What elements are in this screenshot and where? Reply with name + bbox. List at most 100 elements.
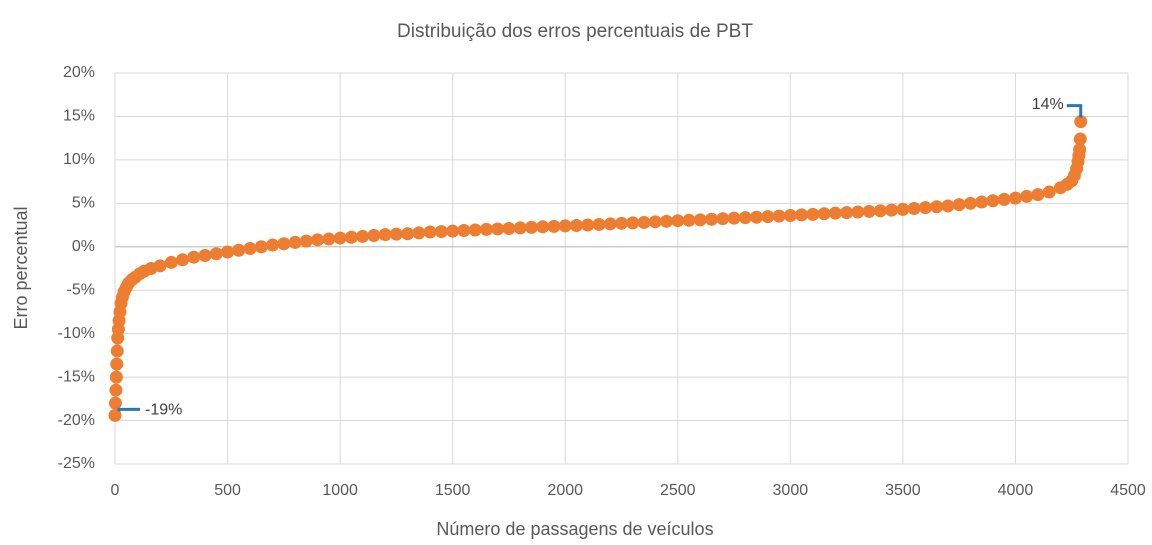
point (761, 210, 775, 224)
x-tick-label: 0 (111, 482, 120, 499)
point (1020, 189, 1034, 203)
point (873, 204, 887, 218)
point (187, 250, 201, 264)
point (738, 211, 752, 225)
leader-line (1066, 104, 1083, 118)
point (727, 211, 741, 225)
point (581, 218, 595, 232)
point (491, 222, 505, 236)
point (637, 215, 651, 229)
point (344, 230, 358, 244)
point (930, 200, 944, 214)
y-axis-label: Erro percentual (11, 206, 31, 329)
point (851, 205, 865, 219)
point (468, 223, 482, 237)
y-tick-label: -10% (58, 325, 95, 342)
point (502, 222, 516, 236)
point (705, 212, 719, 226)
y-tick-label: 5% (72, 195, 95, 212)
point (378, 228, 392, 242)
y-tick-label: 15% (63, 108, 95, 125)
data-label: -19% (145, 402, 182, 419)
point (277, 237, 291, 251)
point (1008, 191, 1022, 205)
x-axis-label: Número de passagens de veículos (436, 519, 713, 539)
point (243, 242, 257, 256)
point (817, 207, 831, 221)
chart-title: Distribuição dos erros percentuais de PB… (397, 21, 753, 42)
point (108, 408, 122, 422)
point (682, 213, 696, 227)
point (254, 240, 268, 254)
point (266, 238, 280, 252)
point (288, 235, 302, 249)
x-tick-label: 2500 (660, 482, 696, 499)
y-tick-label: -20% (58, 412, 95, 429)
point (569, 218, 583, 232)
point (153, 259, 167, 273)
point (412, 226, 426, 240)
point (840, 206, 854, 220)
point (806, 207, 820, 221)
point (907, 202, 921, 216)
point (423, 225, 437, 239)
point (524, 220, 538, 234)
point (322, 232, 336, 246)
point (716, 212, 730, 226)
point (164, 255, 178, 269)
point (558, 219, 572, 233)
point (896, 202, 910, 216)
point (311, 233, 325, 247)
point (110, 344, 124, 358)
point (299, 234, 313, 248)
point (918, 201, 932, 215)
point (1074, 115, 1088, 129)
point (885, 203, 899, 217)
point (401, 227, 415, 241)
x-tick-label: 4500 (1110, 482, 1146, 499)
point (109, 383, 123, 397)
point (660, 214, 674, 228)
point (795, 208, 809, 222)
point (457, 224, 471, 238)
point (592, 217, 606, 231)
point (356, 229, 370, 243)
point (772, 209, 786, 223)
point (828, 206, 842, 220)
point (952, 198, 966, 212)
point (1073, 132, 1087, 146)
point (110, 357, 124, 371)
point (997, 192, 1011, 206)
point (626, 216, 640, 230)
leader-line (117, 407, 140, 412)
point (198, 248, 212, 262)
point (671, 214, 685, 228)
point (941, 199, 955, 213)
x-tick-label: 3500 (885, 482, 921, 499)
y-tick-label: -15% (58, 368, 95, 385)
x-tick-label: 1000 (322, 482, 358, 499)
point (547, 219, 561, 233)
point (446, 224, 460, 238)
point (333, 231, 347, 245)
point (1073, 142, 1087, 156)
point (783, 208, 797, 222)
point (434, 225, 448, 239)
point (536, 220, 550, 234)
point (963, 196, 977, 210)
y-tick-label: 20% (63, 64, 95, 81)
point (513, 221, 527, 235)
x-tick-label: 3000 (773, 482, 809, 499)
point (209, 247, 223, 261)
point (1031, 188, 1045, 202)
point (693, 213, 707, 227)
x-tick-label: 2000 (547, 482, 583, 499)
point (479, 222, 493, 236)
point (615, 216, 628, 230)
point (1042, 185, 1056, 199)
point (232, 243, 246, 257)
x-tick-label: 500 (214, 482, 241, 499)
data-label: 14% (1032, 96, 1064, 113)
y-tick-label: -25% (58, 455, 95, 472)
